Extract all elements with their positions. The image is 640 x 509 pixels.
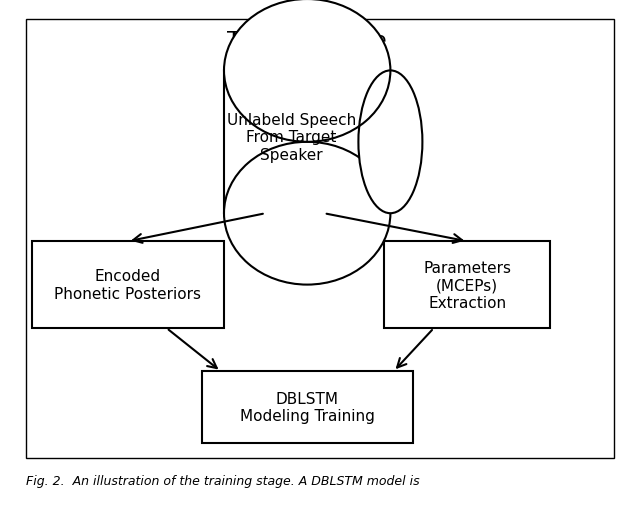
Ellipse shape (224, 0, 390, 143)
Ellipse shape (358, 71, 422, 214)
Text: Fig. 2.  An illustration of the training stage. A DBLSTM model is: Fig. 2. An illustration of the training … (26, 474, 419, 488)
FancyBboxPatch shape (32, 242, 224, 328)
FancyBboxPatch shape (26, 20, 614, 458)
FancyBboxPatch shape (384, 242, 550, 328)
FancyBboxPatch shape (202, 372, 413, 443)
Text: DBLSTM
Modeling Training: DBLSTM Modeling Training (240, 391, 374, 423)
FancyBboxPatch shape (224, 71, 390, 214)
Text: Training Stage: Training Stage (227, 31, 387, 51)
Text: Encoded
Phonetic Posteriors: Encoded Phonetic Posteriors (54, 269, 202, 301)
Text: Parameters
(MCEPs)
Extraction: Parameters (MCEPs) Extraction (423, 260, 511, 310)
Ellipse shape (224, 143, 390, 285)
Text: Unlabeld Speech
From Target
Speaker: Unlabeld Speech From Target Speaker (227, 112, 356, 162)
